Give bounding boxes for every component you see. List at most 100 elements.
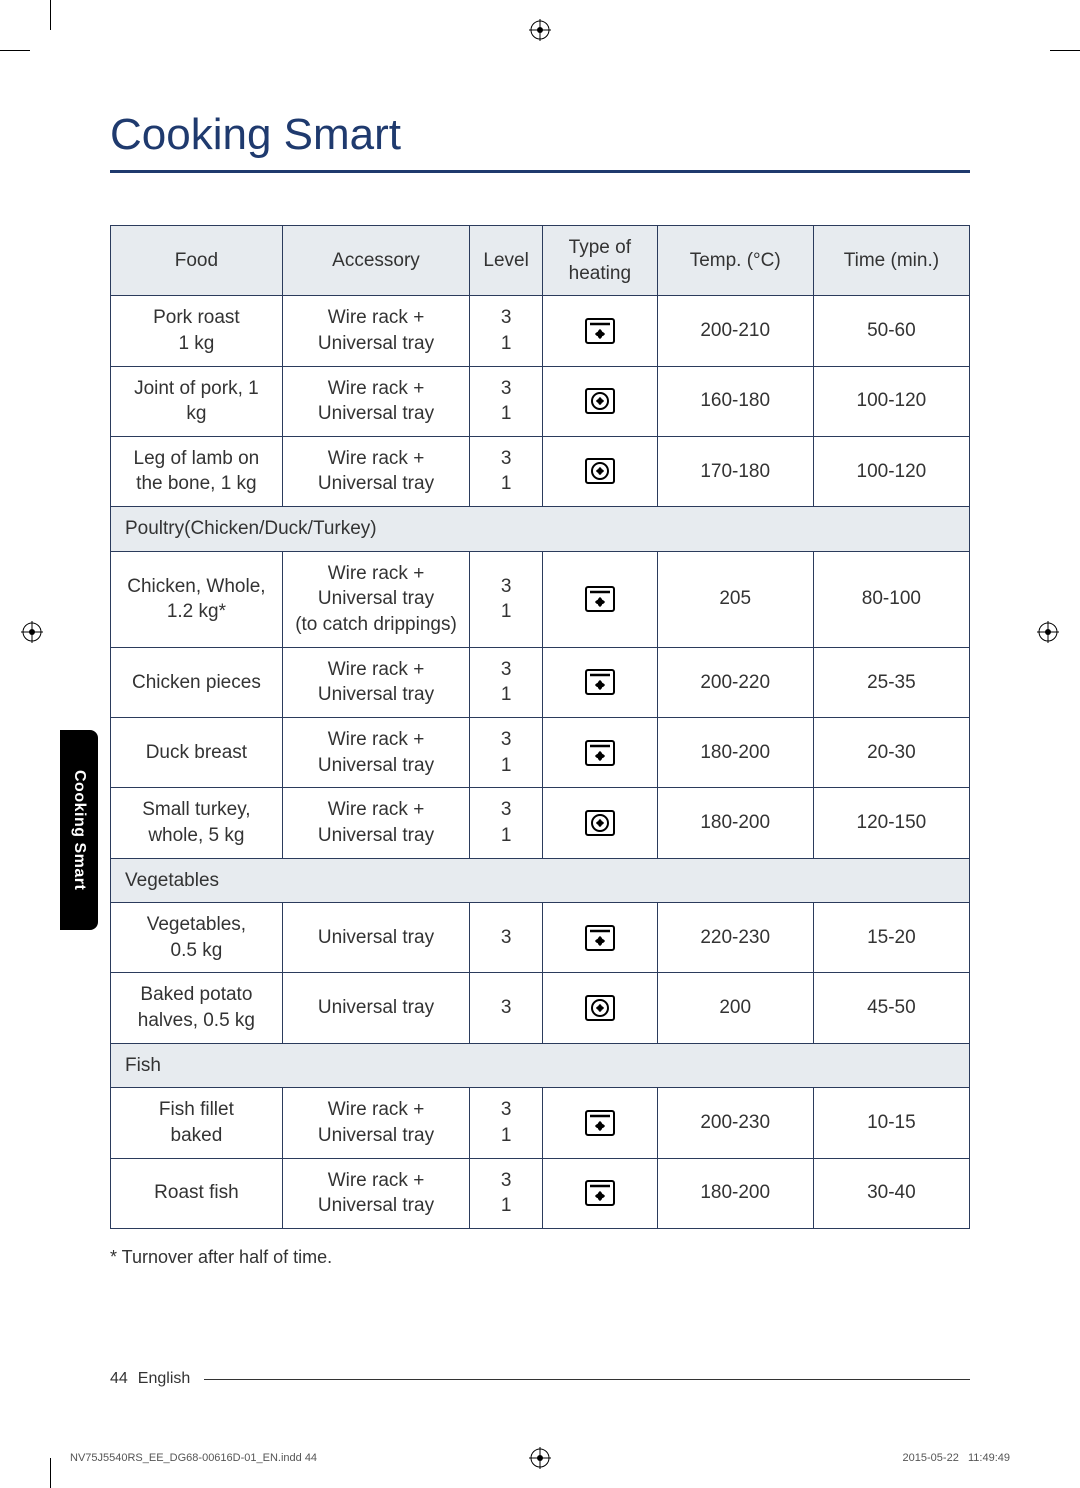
cell-heating [543, 647, 658, 717]
cell-level: 31 [470, 366, 543, 436]
header-time: Time (min.) [813, 226, 969, 296]
cell-food: Chicken pieces [111, 647, 283, 717]
cell-accessory: Wire rack +Universal tray [282, 1088, 469, 1158]
cell-accessory: Wire rack +Universal tray [282, 788, 469, 858]
cell-time: 30-40 [813, 1158, 969, 1228]
table-section: Vegetables [111, 858, 970, 903]
cell-accessory: Universal tray [282, 903, 469, 973]
top-fan-heating-icon [585, 1182, 615, 1203]
cell-temp: 220-230 [657, 903, 813, 973]
top-fan-heating-icon [585, 671, 615, 692]
section-tab: Cooking Smart [60, 730, 98, 930]
cell-accessory: Wire rack +Universal tray [282, 436, 469, 506]
cell-heating [543, 436, 658, 506]
header-food: Food [111, 226, 283, 296]
cell-food: Baked potatohalves, 0.5 kg [111, 973, 283, 1043]
registration-mark-icon [528, 18, 552, 42]
top-fan-heating-icon [585, 742, 615, 763]
footnote: * Turnover after half of time. [110, 1247, 970, 1268]
cell-food: Small turkey,whole, 5 kg [111, 788, 283, 858]
cell-temp: 170-180 [657, 436, 813, 506]
print-file: NV75J5540RS_EE_DG68-00616D-01_EN.indd 44 [70, 1452, 317, 1464]
top-fan-heating-icon [585, 927, 615, 948]
cell-heating [543, 1088, 658, 1158]
fan-ring-heating-icon [585, 812, 615, 833]
registration-mark-icon [20, 620, 44, 644]
table-section: Fish [111, 1043, 970, 1088]
cell-level: 31 [470, 717, 543, 787]
cell-heating [543, 1158, 658, 1228]
cell-temp: 200 [657, 973, 813, 1043]
print-metadata: NV75J5540RS_EE_DG68-00616D-01_EN.indd 44… [0, 1452, 1080, 1464]
page-title: Cooking Smart [110, 110, 970, 160]
cell-temp: 180-200 [657, 788, 813, 858]
header-accessory: Accessory [282, 226, 469, 296]
cell-temp: 200-220 [657, 647, 813, 717]
header-heating: Type of heating [543, 226, 658, 296]
cell-accessory: Wire rack +Universal tray [282, 647, 469, 717]
cell-time: 50-60 [813, 296, 969, 366]
cell-level: 31 [470, 647, 543, 717]
footer-rule [204, 1379, 970, 1380]
cell-heating [543, 296, 658, 366]
cell-level: 31 [470, 296, 543, 366]
cell-level: 3 [470, 973, 543, 1043]
cell-food: Vegetables,0.5 kg [111, 903, 283, 973]
cell-accessory: Wire rack +Universal tray [282, 717, 469, 787]
cell-time: 120-150 [813, 788, 969, 858]
cell-temp: 160-180 [657, 366, 813, 436]
print-timestamp: 2015-05-22 11:49:49 [903, 1452, 1010, 1464]
cell-level: 31 [470, 1088, 543, 1158]
cell-temp: 200-230 [657, 1088, 813, 1158]
cell-accessory: Wire rack +Universal tray [282, 296, 469, 366]
cell-accessory: Universal tray [282, 973, 469, 1043]
cell-food: Joint of pork, 1kg [111, 366, 283, 436]
cell-level: 31 [470, 1158, 543, 1228]
cell-level: 3 [470, 903, 543, 973]
cell-time: 25-35 [813, 647, 969, 717]
cell-food: Fish filletbaked [111, 1088, 283, 1158]
cell-time: 45-50 [813, 973, 969, 1043]
cell-time: 100-120 [813, 436, 969, 506]
registration-mark-icon [1036, 620, 1060, 644]
page-footer: 44 English [110, 1370, 970, 1388]
cell-heating [543, 788, 658, 858]
cell-time: 20-30 [813, 717, 969, 787]
cell-heating [543, 551, 658, 647]
header-temp: Temp. (°C) [657, 226, 813, 296]
cell-food: Roast fish [111, 1158, 283, 1228]
cell-temp: 205 [657, 551, 813, 647]
cell-time: 100-120 [813, 366, 969, 436]
fan-ring-heating-icon [585, 997, 615, 1018]
cell-heating [543, 366, 658, 436]
page-language: English [138, 1370, 190, 1388]
cooking-table: Food Accessory Level Type of heating Tem… [110, 225, 970, 1229]
cell-time: 15-20 [813, 903, 969, 973]
cell-food: Leg of lamb onthe bone, 1 kg [111, 436, 283, 506]
top-fan-heating-icon [585, 320, 615, 341]
top-fan-heating-icon [585, 588, 615, 609]
cell-temp: 200-210 [657, 296, 813, 366]
cell-level: 31 [470, 551, 543, 647]
cell-time: 80-100 [813, 551, 969, 647]
header-level: Level [470, 226, 543, 296]
table-section: Poultry(Chicken/Duck/Turkey) [111, 507, 970, 552]
cell-food: Chicken, Whole,1.2 kg* [111, 551, 283, 647]
cell-accessory: Wire rack +Universal tray [282, 1158, 469, 1228]
cell-food: Duck breast [111, 717, 283, 787]
cell-temp: 180-200 [657, 717, 813, 787]
fan-ring-heating-icon [585, 461, 615, 482]
cell-food: Pork roast1 kg [111, 296, 283, 366]
cell-time: 10-15 [813, 1088, 969, 1158]
fan-ring-heating-icon [585, 390, 615, 411]
title-rule [110, 170, 970, 173]
cell-accessory: Wire rack +Universal tray(to catch dripp… [282, 551, 469, 647]
cell-heating [543, 973, 658, 1043]
cell-heating [543, 903, 658, 973]
cell-level: 31 [470, 436, 543, 506]
cell-temp: 180-200 [657, 1158, 813, 1228]
page-number: 44 [110, 1370, 128, 1388]
cell-accessory: Wire rack +Universal tray [282, 366, 469, 436]
cell-heating [543, 717, 658, 787]
cell-level: 31 [470, 788, 543, 858]
